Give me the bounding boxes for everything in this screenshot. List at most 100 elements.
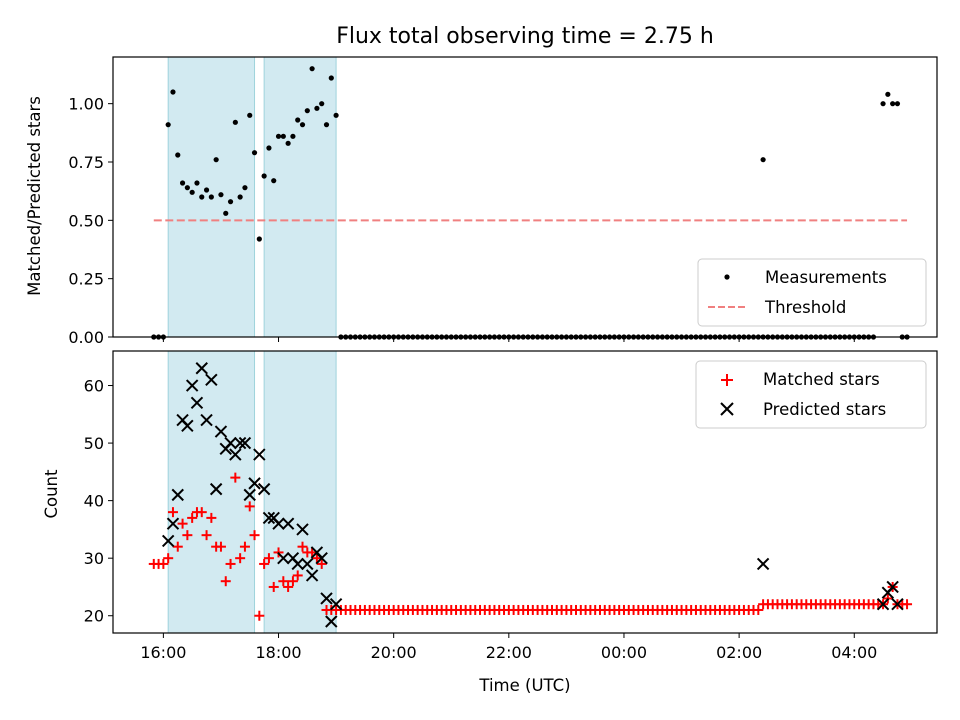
chart-title: Flux total observing time = 2.75 h — [336, 24, 714, 49]
measurement-point — [290, 133, 296, 139]
measurement-point — [319, 101, 325, 107]
matched-star-point — [177, 518, 188, 529]
measurement-point — [165, 122, 171, 128]
matched-star-point — [239, 541, 250, 552]
predicted-star-point — [272, 517, 285, 530]
predicted-star-point — [185, 379, 199, 392]
measurements-legend-marker — [724, 274, 730, 280]
predicted-star-point — [224, 436, 237, 450]
predicted-star-point — [209, 482, 223, 496]
measurement-point — [194, 180, 200, 186]
matched-star-point — [201, 530, 212, 541]
measurement-point — [314, 105, 320, 111]
measurement-point — [885, 91, 891, 97]
predicted-star-point — [329, 598, 343, 611]
measurement-point — [179, 180, 186, 186]
top-legend-box — [697, 258, 927, 327]
matched-legend-label: Matched stars — [763, 370, 880, 389]
predicted-star-point — [257, 482, 271, 496]
predicted-star-point — [756, 557, 770, 571]
measurement-point — [309, 66, 315, 72]
bottom-panel: 20 30 40 50 60 16:00 18:00 20:00 22:00 00:00 02:00… — [84, 350, 938, 662]
measurement-point — [275, 133, 282, 139]
bottom-ylabel: Count — [42, 469, 61, 519]
predicted-star-point — [296, 523, 309, 536]
matched-star-point — [902, 599, 913, 610]
measurement-point — [251, 150, 258, 156]
predicted-star-point — [190, 396, 204, 410]
predicted-star-point — [291, 557, 304, 571]
x-tick-label: 20:00 — [371, 643, 417, 662]
shaded-interval — [263, 56, 337, 338]
y-tick-label: 60 — [84, 377, 104, 396]
predicted-star-point — [233, 436, 247, 450]
measurement-point — [189, 189, 195, 195]
shaded-interval — [167, 350, 256, 634]
predicted-star-point — [886, 580, 899, 594]
predicted-star-point — [301, 557, 314, 571]
y-tick-label: 1.00 — [68, 95, 104, 114]
bottom-legend: Matched stars Predicted stars — [695, 360, 927, 429]
matched-star-point — [292, 570, 303, 581]
predicted-star-point — [238, 436, 252, 450]
matched-star-point — [206, 512, 217, 523]
matched-star-point — [225, 558, 236, 569]
x-tick-label: 22:00 — [486, 643, 532, 662]
measurement-point — [184, 185, 190, 191]
measurement-point — [232, 119, 238, 125]
predicted-star-point — [200, 413, 213, 427]
predicted-star-point — [171, 488, 184, 502]
measurement-point — [261, 173, 267, 179]
measurement-point — [894, 101, 901, 107]
predicted-star-point — [315, 551, 328, 565]
y-tick-label: 50 — [84, 434, 104, 453]
predicted-star-point — [325, 615, 338, 628]
measurement-point — [333, 112, 339, 118]
measurements-legend-label: Measurements — [765, 268, 887, 287]
bottom-axes-frame — [112, 350, 938, 634]
matched-star-point — [249, 530, 260, 541]
y-tick-label: 0.00 — [68, 328, 104, 347]
x-tick-label: 00:00 — [601, 643, 647, 662]
measurement-point — [256, 236, 262, 242]
x-tick-label: 04:00 — [831, 643, 877, 662]
bottom-legend-box — [695, 360, 927, 429]
measurement-point — [247, 112, 253, 118]
predicted-legend-label: Predicted stars — [763, 400, 886, 419]
measurement-point — [760, 157, 766, 163]
matched-star-point — [278, 576, 289, 587]
matched-star-point — [172, 541, 183, 552]
matched-star-point — [287, 576, 298, 587]
matched-star-point — [158, 558, 169, 569]
measurement-point — [203, 187, 210, 193]
measurement-point — [213, 157, 219, 163]
predicted-star-point — [195, 362, 208, 375]
predicted-star-point — [248, 477, 261, 490]
matched-star-point — [307, 547, 318, 558]
predicted-star-point — [166, 517, 180, 530]
y-tick-label: 40 — [84, 492, 104, 511]
predicted-star-point — [253, 448, 266, 461]
matched-star-point — [187, 512, 198, 523]
measurement-point — [295, 117, 301, 123]
measurement-point — [285, 140, 291, 146]
measurement-point — [170, 89, 176, 95]
matched-star-point — [263, 553, 274, 564]
matched-star-point — [297, 541, 308, 552]
top-ylabel: Matched/Predicted stars — [25, 96, 44, 296]
matched-star-point — [220, 576, 231, 587]
threshold-legend-label: Threshold — [764, 298, 846, 317]
predicted-star-point — [281, 517, 295, 530]
measurement-point — [280, 133, 286, 139]
measurement-point — [237, 194, 243, 200]
y-tick-label: 0.75 — [68, 153, 104, 172]
x-tick-label: 18:00 — [255, 643, 301, 662]
measurement-point — [890, 101, 896, 107]
measurement-point — [199, 194, 205, 200]
measurement-point — [208, 194, 214, 200]
matched-star-point — [163, 553, 174, 564]
top-legend: Measurements Threshold — [697, 258, 927, 327]
y-tick-label: 30 — [84, 549, 104, 568]
